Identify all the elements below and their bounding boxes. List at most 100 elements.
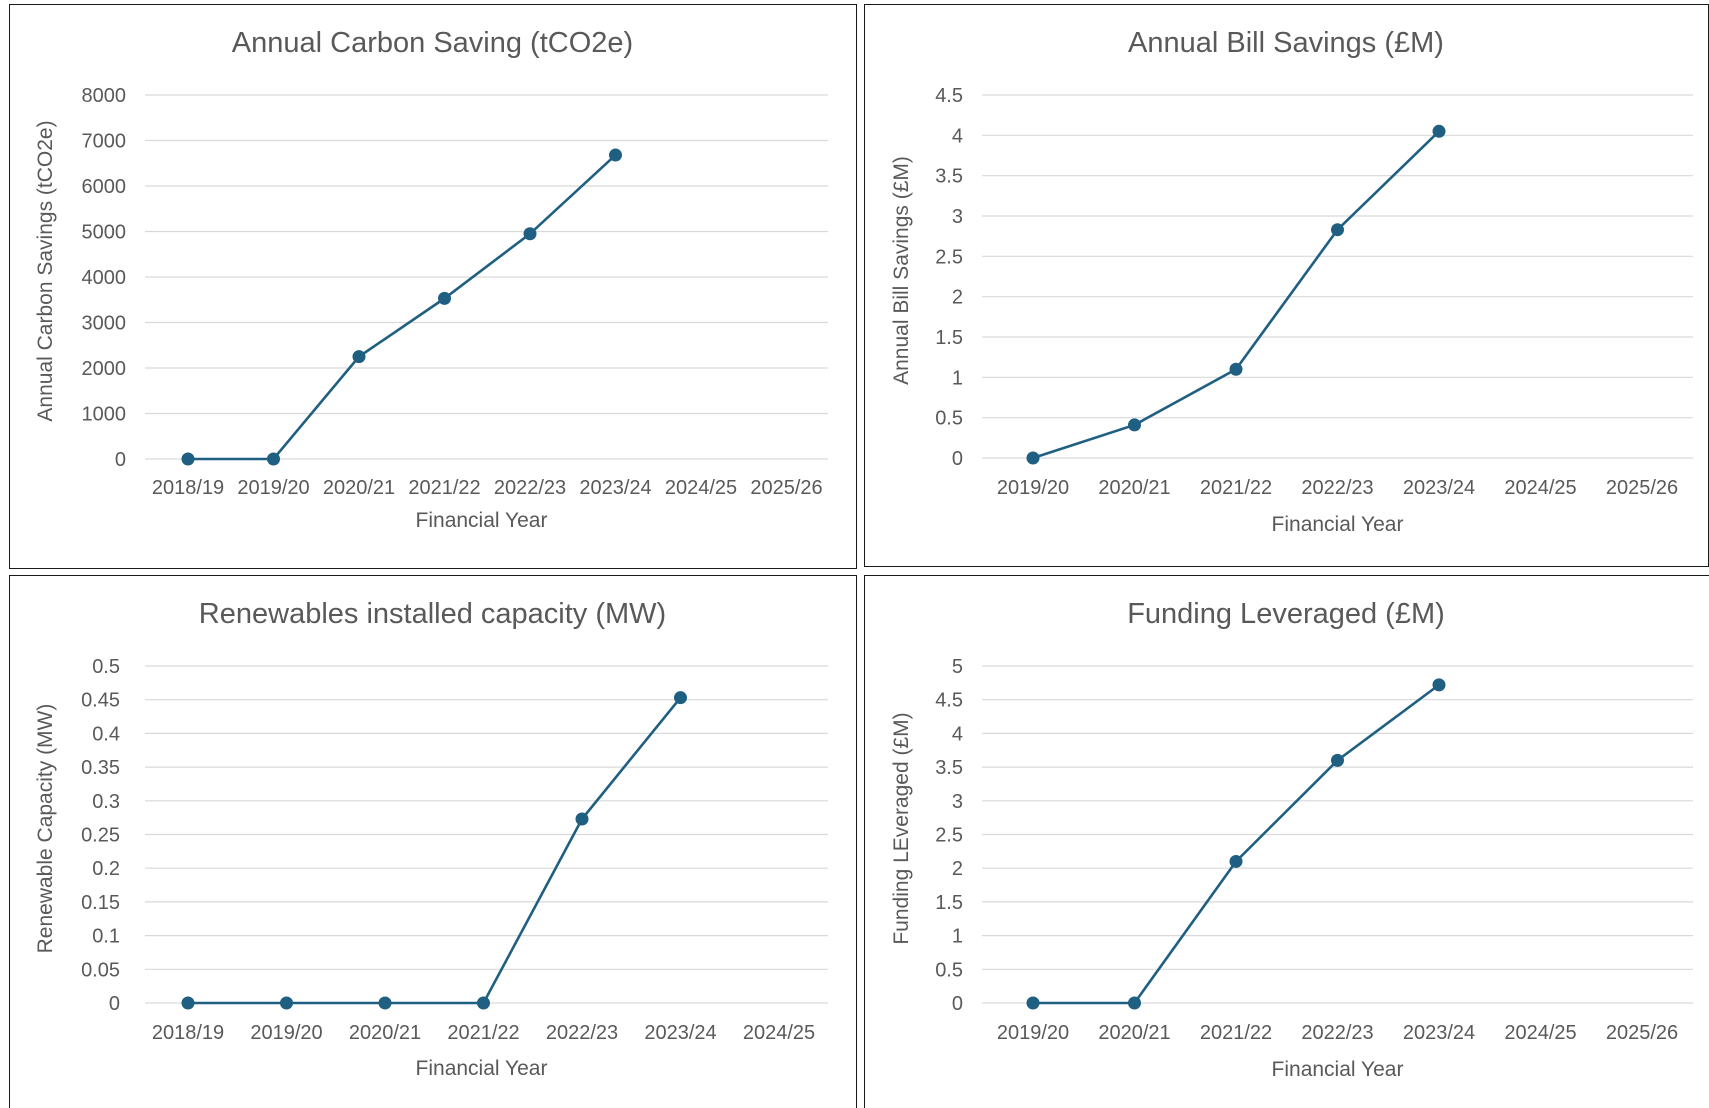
data-point [1128, 418, 1141, 432]
x-tick-label: 2021/22 [447, 1022, 519, 1044]
data-point [1331, 223, 1344, 237]
y-tick-label: 0.2 [92, 858, 120, 880]
x-tick-label: 2023/24 [1403, 477, 1475, 499]
y-tick-label: 0.5 [92, 656, 120, 678]
y-tick-label: 3 [952, 206, 963, 228]
series-line [188, 154, 617, 461]
x-tick-label: 2020/21 [349, 1022, 421, 1044]
bill-savings-chart-panel: Annual Bill Savings (£M) 0 0.5 1 1.5 2 2.5 3 3.5… [864, 4, 1709, 567]
y-tick-label: 0.45 [81, 690, 120, 712]
y-tick-label: 0 [115, 449, 126, 471]
y-tick-label: 4 [952, 125, 963, 147]
funding-chart-svg: Funding Leveraged (£M) 0 0.5 1 1.5 2 2.5 3 3.5 4 4… [890, 598, 1693, 1081]
x-tick-label: 2021/22 [408, 477, 480, 499]
chart-title: Funding Leveraged (£M) [1127, 598, 1445, 630]
y-tick-label: 3000 [82, 313, 127, 335]
x-axis-label: Financial Year [416, 1057, 548, 1080]
data-point [1432, 124, 1446, 138]
y-tick-label: 0.4 [92, 723, 120, 745]
x-tick-label: 2023/24 [1403, 1022, 1475, 1044]
y-tick-label: 3.5 [935, 757, 963, 779]
y-tick-label: 1 [952, 926, 963, 948]
y-tick-label: 2 [952, 287, 963, 309]
y-tick-label: 2.5 [935, 246, 963, 268]
y-tick-label: 1 [952, 367, 963, 389]
y-tick-label: 2000 [82, 358, 127, 380]
y-tick-label: 4 [952, 723, 963, 745]
data-point [378, 996, 392, 1010]
x-tick-label: 2020/21 [1098, 1022, 1170, 1044]
data-point [267, 452, 280, 466]
y-axis-label: Annual Carbon Savings (tCO2e) [34, 120, 57, 421]
y-tick-label: 4.5 [935, 85, 963, 107]
data-point [280, 996, 293, 1010]
data-point [1331, 753, 1344, 767]
x-axis-label: Financial Year [1272, 513, 1404, 536]
x-tick-label: 2019/20 [250, 1022, 322, 1044]
x-tick-label: 2024/25 [1504, 477, 1576, 499]
x-tick-label: 2024/25 [1504, 1022, 1576, 1044]
y-tick-label: 2 [952, 858, 963, 880]
data-point [609, 148, 622, 162]
x-tick-label: 2019/20 [997, 477, 1069, 499]
y-tick-label: 6000 [82, 176, 127, 198]
data-point [438, 291, 451, 305]
y-tick-label: 0.5 [935, 408, 963, 430]
data-point [1432, 678, 1446, 692]
x-axis-label: Financial Year [1272, 1058, 1404, 1081]
data-point [1229, 854, 1243, 868]
y-tick-label: 0 [952, 993, 963, 1015]
y-tick-label: 0.35 [81, 757, 120, 779]
y-tick-label: 8000 [82, 85, 127, 107]
y-tick-label: 3 [952, 791, 963, 813]
x-tick-label: 2020/21 [1098, 477, 1170, 499]
y-tick-label: 0.05 [81, 959, 120, 981]
y-axis-label: Annual Bill Savings (£M) [890, 156, 913, 385]
data-point [181, 996, 195, 1010]
x-tick-label: 2019/20 [997, 1022, 1069, 1044]
x-axis-label: Financial Year [416, 509, 548, 532]
x-tick-label: 2025/26 [1606, 477, 1678, 499]
y-tick-label: 5 [952, 656, 963, 678]
y-tick-label: 0.15 [81, 892, 120, 914]
x-tick-label: 2022/23 [1301, 477, 1373, 499]
y-axis-label: Funding LEveraged (£M) [890, 712, 913, 944]
carbon-chart-svg: Annual Carbon Saving (tCO2e) 0 1000 2000 300… [34, 27, 828, 532]
data-point [477, 996, 490, 1010]
y-tick-label: 1000 [82, 404, 127, 426]
series-line [1032, 130, 1440, 460]
chart-title: Annual Bill Savings (£M) [1128, 27, 1444, 59]
x-tick-label: 2018/19 [152, 477, 224, 499]
x-tick-label: 2022/23 [494, 477, 566, 499]
renewables-capacity-chart-panel: Renewables installed capacity (MW) 0 0.05 0… [9, 575, 857, 1108]
x-tick-label: 2023/24 [644, 1022, 716, 1044]
y-axis-label: Renewable Capacity (MW) [34, 704, 57, 954]
data-point [1026, 451, 1040, 465]
renewables-chart-svg: Renewables installed capacity (MW) 0 0.05 0… [34, 598, 828, 1080]
data-point [1229, 362, 1243, 376]
carbon-saving-chart-panel: Annual Carbon Saving (tCO2e) 0 1000 2000 300… [9, 4, 857, 569]
x-tick-label: 2023/24 [579, 477, 651, 499]
x-tick-label: 2025/26 [750, 477, 822, 499]
data-point [575, 812, 589, 826]
x-tick-label: 2024/25 [665, 477, 737, 499]
data-point [181, 452, 195, 466]
data-point [523, 227, 537, 241]
x-tick-label: 2024/25 [743, 1022, 815, 1044]
chart-title: Renewables installed capacity (MW) [199, 598, 666, 630]
data-point [674, 691, 687, 705]
x-tick-label: 2018/19 [152, 1022, 224, 1044]
y-tick-label: 0 [952, 448, 963, 470]
x-tick-label: 2021/22 [1200, 477, 1272, 499]
y-tick-label: 0.5 [935, 959, 963, 981]
data-point [1128, 996, 1141, 1010]
x-tick-label: 2022/23 [1301, 1022, 1373, 1044]
y-tick-label: 0.25 [81, 825, 120, 847]
y-tick-label: 1.5 [935, 892, 963, 914]
series-line [188, 696, 682, 1005]
y-tick-label: 3.5 [935, 166, 963, 188]
y-tick-label: 2.5 [935, 825, 963, 847]
x-tick-label: 2020/21 [323, 477, 395, 499]
funding-leveraged-chart-panel: Funding Leveraged (£M) 0 0.5 1 1.5 2 2.5 3 3.5 4 4… [864, 575, 1709, 1108]
x-tick-label: 2025/26 [1606, 1022, 1678, 1044]
